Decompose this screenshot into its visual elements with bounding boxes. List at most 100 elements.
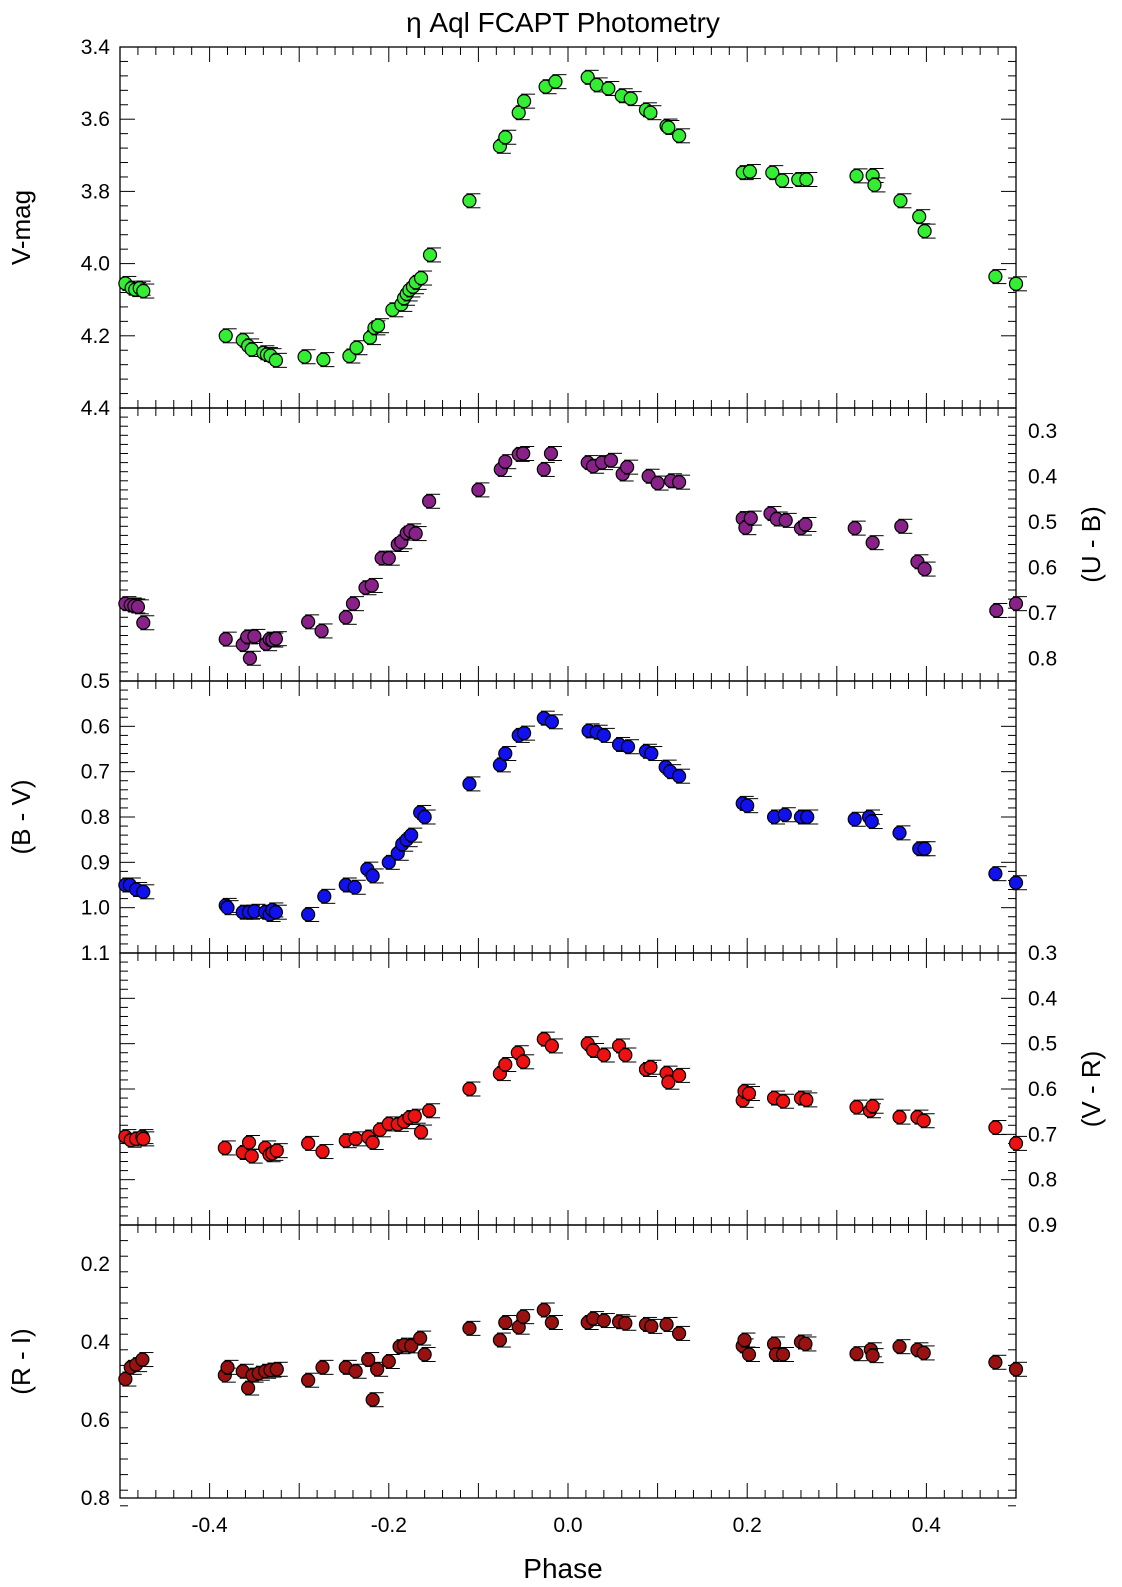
data-point bbox=[218, 631, 237, 647]
data-marker bbox=[589, 77, 604, 93]
data-marker bbox=[365, 868, 380, 884]
data-point bbox=[404, 827, 423, 843]
data-marker bbox=[516, 726, 532, 741]
data-point bbox=[1008, 875, 1027, 891]
data-marker bbox=[741, 1086, 757, 1101]
data-point bbox=[1008, 1361, 1027, 1377]
y-tick-label: 0.6 bbox=[1028, 1078, 1057, 1101]
data-point bbox=[672, 128, 691, 144]
data-marker bbox=[361, 1352, 376, 1367]
y-axis-label-UB: (U - B) bbox=[1076, 506, 1106, 583]
data-point bbox=[381, 854, 400, 870]
data-marker bbox=[740, 798, 755, 813]
chart-title: η Aql FCAPT Photometry bbox=[406, 7, 720, 38]
data-point bbox=[498, 1315, 517, 1330]
x-axis-label: Phase bbox=[523, 1553, 602, 1584]
data-point bbox=[498, 1057, 517, 1073]
y-tick-label: 3.6 bbox=[81, 108, 110, 131]
data-marker bbox=[864, 814, 879, 829]
y-axis-label-VR: (V - R) bbox=[1076, 1051, 1106, 1128]
data-marker bbox=[892, 1339, 907, 1354]
data-marker bbox=[765, 165, 780, 180]
data-marker bbox=[865, 1099, 880, 1114]
data-marker bbox=[269, 1362, 284, 1377]
data-point bbox=[775, 173, 794, 189]
panel-frame bbox=[119, 1224, 1017, 1499]
data-point bbox=[492, 757, 511, 773]
data-marker bbox=[743, 511, 758, 526]
data-point bbox=[136, 283, 155, 299]
data-marker bbox=[672, 475, 687, 490]
data-marker bbox=[516, 446, 531, 461]
data-marker bbox=[462, 1081, 477, 1097]
data-marker bbox=[596, 728, 611, 743]
data-marker bbox=[462, 1321, 477, 1336]
x-tick-label: -0.2 bbox=[371, 1514, 407, 1537]
data-marker bbox=[301, 614, 316, 629]
data-point bbox=[417, 809, 436, 825]
data-point bbox=[422, 247, 442, 263]
data-point bbox=[917, 223, 936, 239]
x-tick-label: 0.2 bbox=[733, 1514, 762, 1537]
data-point bbox=[462, 776, 481, 792]
data-marker bbox=[618, 1316, 633, 1331]
data-point bbox=[1008, 596, 1027, 612]
data-marker bbox=[742, 164, 757, 179]
data-point bbox=[315, 1144, 334, 1160]
data-point bbox=[544, 1038, 563, 1054]
y-tick-label: 0.5 bbox=[1028, 1033, 1057, 1056]
y-tick-label: 0.5 bbox=[81, 670, 110, 693]
data-marker bbox=[917, 224, 932, 239]
data-marker bbox=[672, 769, 687, 784]
data-marker bbox=[847, 812, 862, 827]
data-point bbox=[492, 1332, 511, 1348]
data-point bbox=[408, 526, 427, 542]
data-point bbox=[741, 1346, 760, 1362]
data-point bbox=[775, 1093, 795, 1109]
x-tick-label: -0.4 bbox=[192, 1514, 229, 1537]
data-point bbox=[661, 1074, 680, 1090]
panel-VR: 0.3 0.4 0.5 0.6 0.7 0.8 0.9 (V - R) bbox=[118, 942, 1106, 1237]
data-point bbox=[867, 177, 886, 193]
data-point bbox=[849, 168, 868, 184]
y-tick-label: 0.8 bbox=[81, 806, 110, 829]
data-point bbox=[220, 900, 239, 916]
data-marker bbox=[620, 460, 635, 475]
y-tick-label: 0.8 bbox=[1028, 1169, 1057, 1192]
data-marker bbox=[988, 1120, 1003, 1135]
data-marker bbox=[912, 209, 927, 224]
panel-V: 3.4 3.6 3.8 4.0 4.2 4.4 V-mag bbox=[6, 36, 1027, 420]
data-marker bbox=[849, 1346, 864, 1361]
data-point bbox=[847, 811, 866, 827]
data-point bbox=[301, 906, 320, 922]
data-point bbox=[737, 1332, 756, 1348]
y-tick-label: 0.3 bbox=[1028, 420, 1057, 443]
data-marker bbox=[516, 94, 532, 109]
data-point bbox=[917, 561, 936, 577]
data-marker bbox=[892, 1110, 907, 1125]
data-marker bbox=[601, 81, 616, 96]
data-marker bbox=[301, 907, 316, 922]
data-marker bbox=[118, 1371, 133, 1387]
data-marker bbox=[623, 91, 638, 106]
data-point bbox=[413, 1124, 433, 1140]
data-point bbox=[544, 1315, 563, 1330]
data-marker bbox=[242, 651, 258, 666]
data-marker bbox=[471, 482, 486, 497]
data-marker bbox=[381, 855, 396, 870]
data-marker bbox=[916, 1345, 931, 1361]
y-tick-label: 0.9 bbox=[81, 851, 110, 874]
data-marker bbox=[916, 1113, 931, 1128]
y-tick-label: 0.8 bbox=[1028, 647, 1057, 670]
data-marker bbox=[218, 328, 233, 343]
data-point bbox=[422, 493, 441, 509]
data-marker bbox=[917, 561, 932, 577]
data-point bbox=[241, 1380, 260, 1396]
data-point bbox=[892, 1339, 911, 1355]
data-point bbox=[417, 1346, 436, 1362]
data-marker bbox=[596, 1047, 611, 1063]
data-marker bbox=[672, 1068, 687, 1083]
data-point bbox=[989, 602, 1008, 618]
data-point bbox=[548, 74, 567, 90]
